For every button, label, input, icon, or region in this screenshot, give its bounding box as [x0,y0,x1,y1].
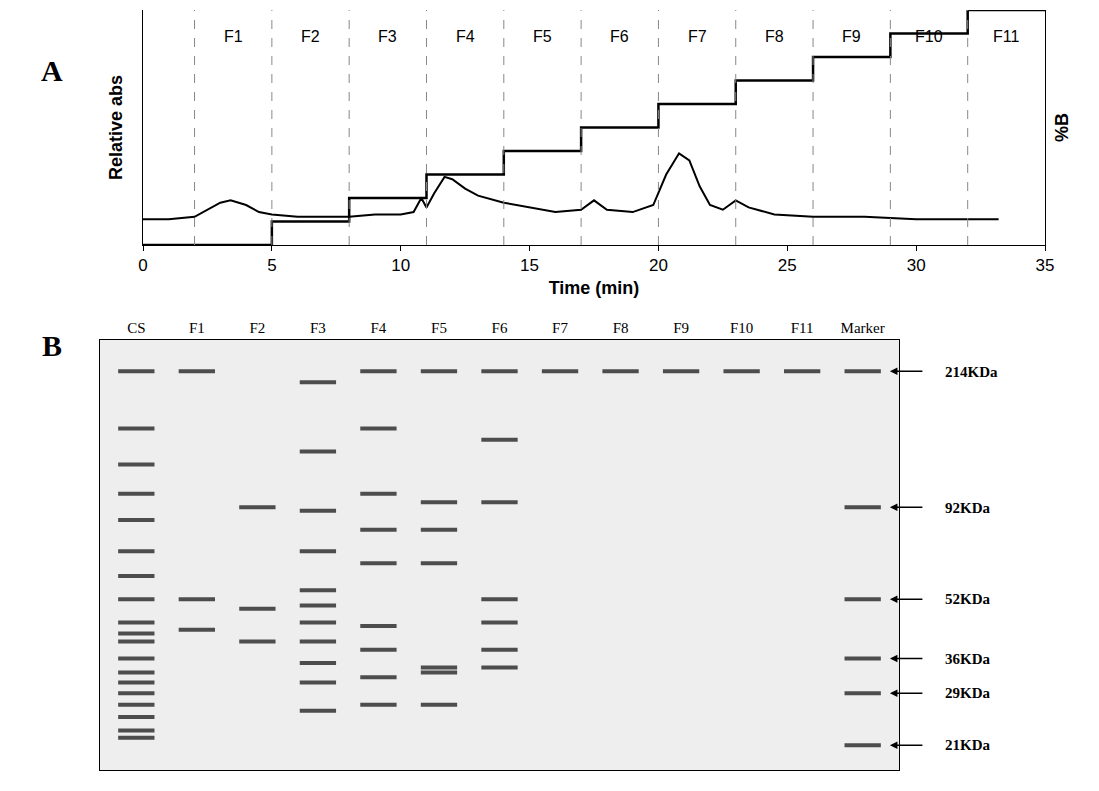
svg-text:F6: F6 [610,28,629,45]
svg-text:36KDa: 36KDa [945,651,991,667]
svg-text:5: 5 [267,256,276,275]
svg-text:B: B [42,329,62,362]
svg-text:15: 15 [520,256,539,275]
svg-text:F3: F3 [310,320,326,336]
svg-text:F5: F5 [431,320,447,336]
svg-text:F10: F10 [730,320,753,336]
svg-text:Time (min): Time (min) [549,278,640,298]
svg-text:29KDa: 29KDa [945,685,991,701]
svg-text:F1: F1 [224,28,243,45]
svg-text:F7: F7 [552,320,568,336]
svg-text:35: 35 [1036,256,1055,275]
svg-text:F1: F1 [189,320,205,336]
svg-text:92KDa: 92KDa [945,500,991,516]
svg-text:F2: F2 [249,320,265,336]
svg-text:F4: F4 [371,320,387,336]
svg-text:52KDa: 52KDa [945,591,991,607]
svg-text:F3: F3 [378,28,397,45]
svg-text:CS: CS [127,320,145,336]
svg-text:0: 0 [138,256,147,275]
svg-text:214KDa: 214KDa [945,364,998,380]
svg-text:F7: F7 [688,28,707,45]
svg-text:10: 10 [391,256,410,275]
svg-text:Relative abs: Relative abs [106,75,126,180]
svg-text:F8: F8 [613,320,629,336]
svg-text:F11: F11 [791,320,814,336]
svg-text:F4: F4 [456,28,475,45]
svg-text:F5: F5 [533,28,552,45]
svg-text:F2: F2 [301,28,320,45]
svg-text:21KDa: 21KDa [945,737,991,753]
svg-text:F9: F9 [842,28,861,45]
svg-text:Marker: Marker [841,320,885,336]
svg-text:%B: %B [1052,113,1072,142]
svg-text:20: 20 [649,256,668,275]
svg-text:F8: F8 [765,28,784,45]
svg-text:A: A [41,54,63,87]
svg-text:25: 25 [778,256,797,275]
svg-text:F9: F9 [673,320,689,336]
svg-text:30: 30 [907,256,926,275]
svg-text:F11: F11 [993,28,1019,45]
svg-text:F10: F10 [915,28,943,45]
svg-text:F6: F6 [492,320,508,336]
